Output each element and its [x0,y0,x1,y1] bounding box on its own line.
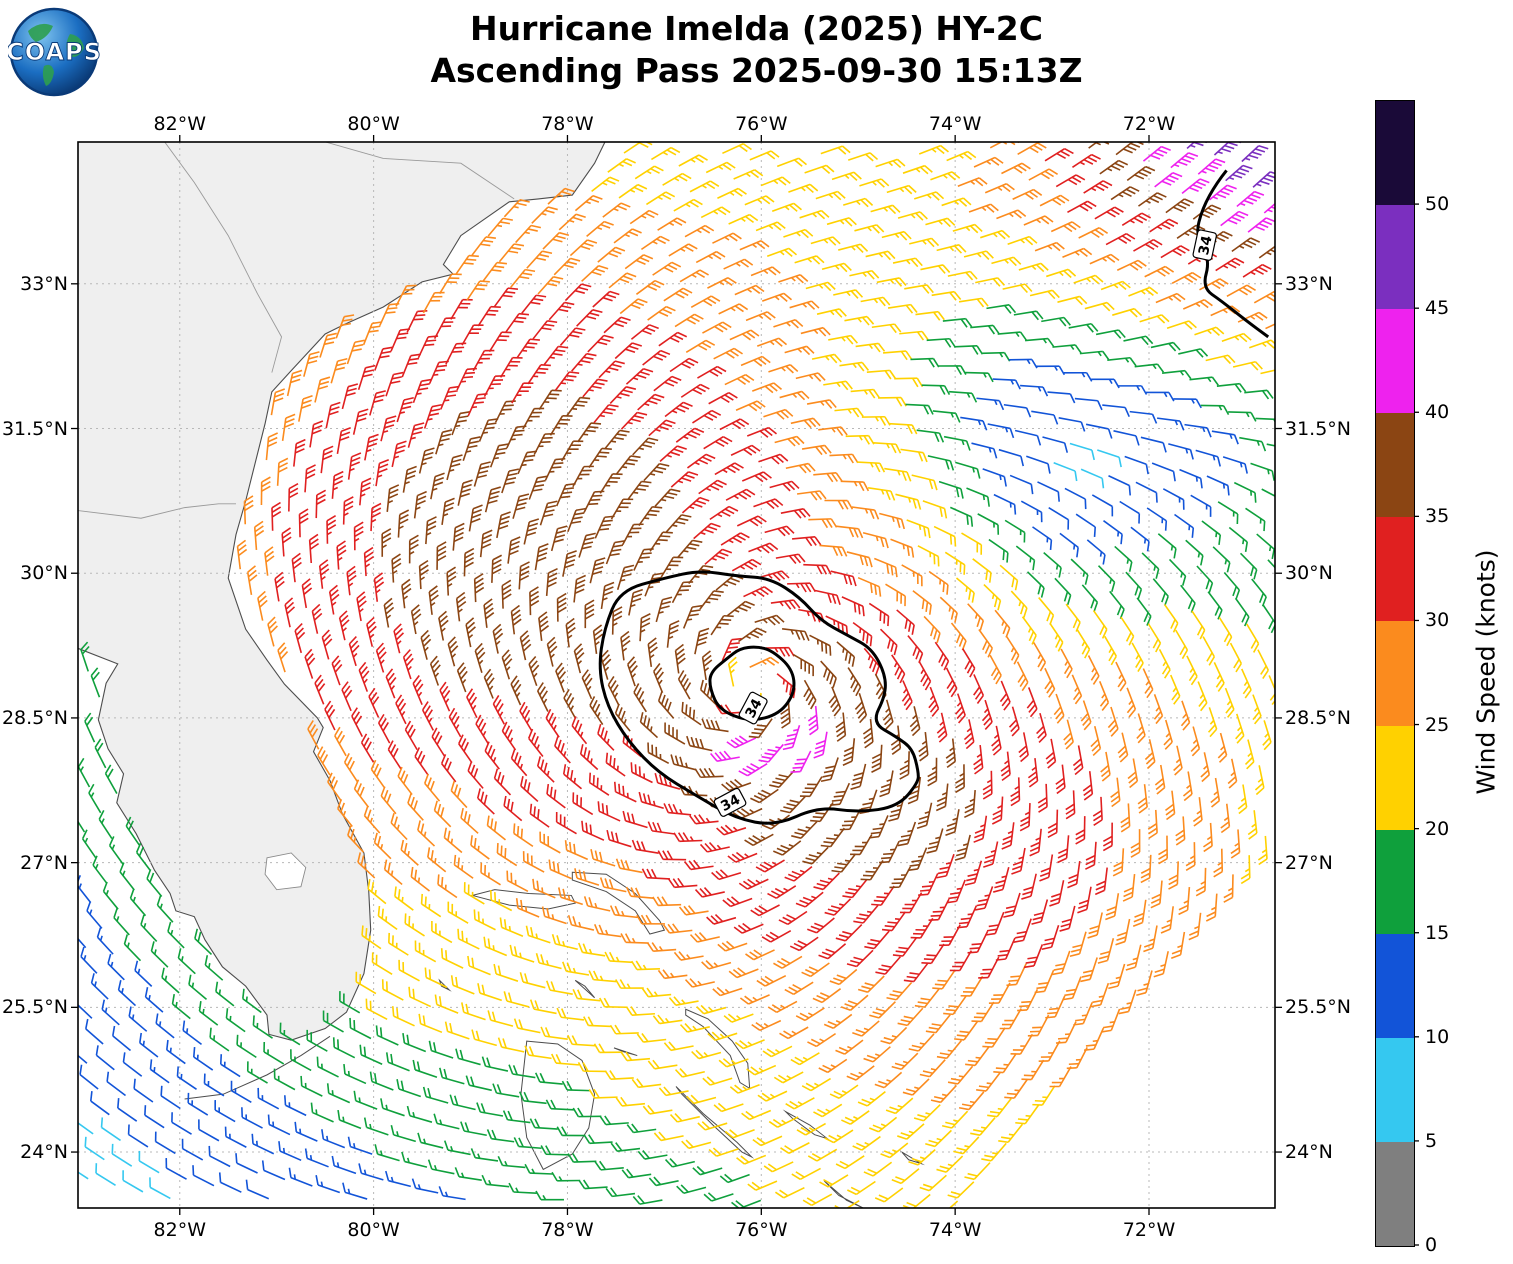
colorbar-segment [1376,309,1414,414]
coaps-logo-text: COAPS [8,38,100,66]
lat-tick-label-right: 27°N [1285,851,1333,874]
lat-tick-label-left: 27°N [20,851,68,874]
colorbar-segment [1376,725,1414,830]
lon-tick-label-top: 74°W [928,113,982,135]
lat-tick-label-right: 24°N [1285,1141,1333,1164]
colorbar-segment [1376,101,1414,206]
lon-tick-label-bottom: 78°W [541,1219,594,1241]
lon-tick-label-bottom: 76°W [735,1219,788,1241]
lon-tick-label-bottom: 74°W [928,1219,982,1241]
lat-tick-label-right: 31.5°N [1285,417,1352,440]
lon-tick-label-bottom: 72°W [1122,1219,1176,1241]
colorbar-tick-label: 35 [1425,505,1450,528]
colorbar-segment [1376,933,1414,1038]
lon-tick-label-top: 76°W [735,113,788,135]
lon-tick-label-top: 72°W [1122,113,1176,135]
lon-tick-label-top: 82°W [153,113,206,135]
lat-tick-label-right: 25.5°N [1285,996,1352,1019]
colorbar-axis-label: Wind Speed (knots) [1471,549,1501,795]
lon-tick-label-bottom: 82°W [153,1219,206,1241]
lat-tick-label-right: 33°N [1285,272,1333,295]
lat-tick-label-left: 25.5°N [1,996,68,1019]
lon-tick-label-top: 78°W [541,113,594,135]
colorbar-tick-label: 40 [1425,401,1450,424]
colorbar-tick-label: 5 [1425,1129,1438,1152]
title-line-2: Ascending Pass 2025-09-30 15:13Z [430,51,1083,91]
lat-tick-label-left: 24°N [20,1141,68,1164]
coaps-globe-icon: COAPS [6,7,101,97]
colorbar-tick-label: 50 [1425,193,1450,216]
colorbar-tick-label: 30 [1425,609,1450,632]
lat-tick-label-left: 31.5°N [1,417,68,440]
colorbar-segment [1376,1141,1414,1246]
colorbar-segment [1376,517,1414,622]
colorbar-segment [1376,205,1414,310]
colorbar-tick-label: 0 [1425,1234,1438,1256]
lat-tick-label-left: 33°N [20,272,68,295]
lon-tick-label-top: 80°W [347,113,400,135]
colorbar-tick-label: 10 [1425,1025,1450,1048]
lat-tick-label-left: 28.5°N [1,706,68,729]
colorbar-segment [1376,1037,1414,1142]
lat-tick-label-right: 30°N [1285,562,1333,585]
lat-tick-label-left: 30°N [20,562,68,585]
colorbar-tick-label: 15 [1425,921,1450,944]
colorbar-segment [1376,413,1414,518]
figure-title: Hurricane Imelda (2025) HY-2C Ascending … [0,8,1513,92]
colorbar-tick-label: 20 [1425,817,1450,840]
colorbar [1375,100,1415,1247]
colorbar-segment [1376,621,1414,726]
lon-tick-label-bottom: 80°W [347,1219,400,1241]
coaps-logo: COAPS [6,6,101,98]
colorbar-tick-label: 25 [1425,713,1450,736]
lat-tick-label-right: 28.5°N [1285,706,1352,729]
colorbar-tick-label: 45 [1425,297,1450,320]
title-line-1: Hurricane Imelda (2025) HY-2C [470,9,1043,48]
colorbar-segment [1376,829,1414,934]
